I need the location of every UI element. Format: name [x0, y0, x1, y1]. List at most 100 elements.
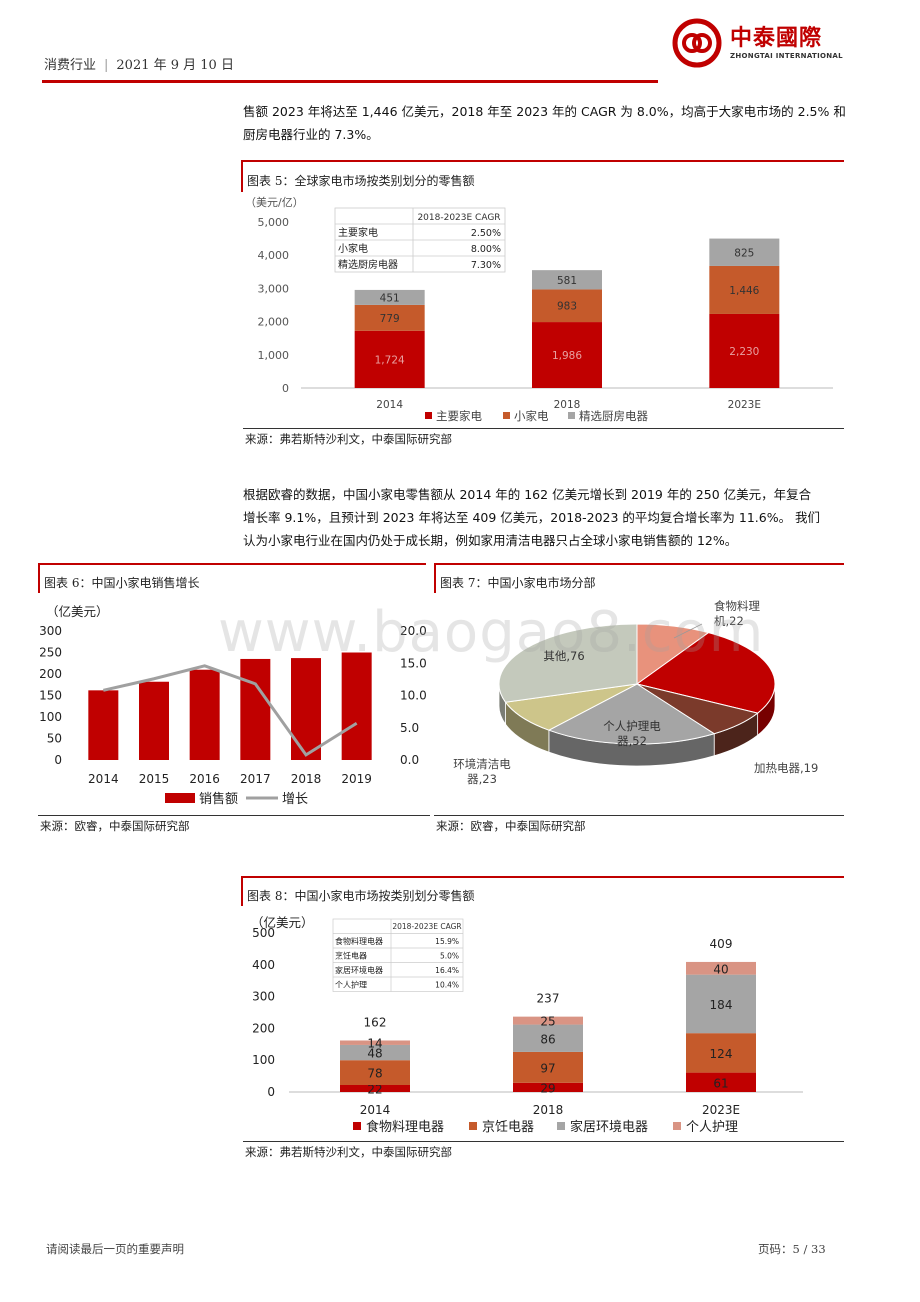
- fig6-ytick: 200: [39, 667, 62, 681]
- company-logo-icon: [672, 18, 722, 68]
- fig5-bar-segment: [709, 238, 780, 266]
- fig5-xtick: 2018: [554, 399, 581, 411]
- fig8-data-label: 25: [540, 1015, 555, 1029]
- fig5-data-label: 1,446: [729, 285, 759, 297]
- fig6-y2tick: 20.0: [400, 624, 427, 638]
- fig7-leader-line: [673, 623, 703, 639]
- fig5-ytick: 0: [282, 382, 289, 395]
- fig8-legend-label: 京饪电器: [482, 1120, 534, 1135]
- fig5-ytick: 4,000: [258, 249, 290, 262]
- fig5-table-cell: 精选厨房电器: [338, 258, 398, 271]
- fig7-chart: 食物料理机,22 加热电器,19 个人护理电器,52 环境清洁电器,23 其他,76: [453, 599, 818, 786]
- fig5-bar-segment: [709, 313, 780, 388]
- fig7-source: 来源：欧睿，中泰国际研究部: [436, 819, 586, 833]
- fig5-chart: （美元/亿） 0 1,000 2,000 3,000 4,000 5,000 1,724 779…: [245, 196, 833, 423]
- fig6-bar: [341, 652, 372, 760]
- fig6-y2tick: 15.0: [400, 656, 427, 670]
- fig5-source: 来源：弗若斯特沙利文，中泰国际研究部: [245, 432, 452, 446]
- fig8-data-label: 61: [713, 1076, 728, 1090]
- fig6-legend-label: 销售额: [199, 791, 238, 807]
- fig5-legend-swatch: [568, 412, 575, 419]
- fig7-top-rule: [434, 563, 844, 565]
- logo-en: ZHONGTAI INTERNATIONAL: [730, 52, 843, 60]
- fig8-legend-swatch: [353, 1122, 361, 1130]
- fig6-legend-swatch: [165, 793, 195, 803]
- fig8-table-cell: 10.4%: [435, 981, 459, 990]
- fig8-legend-label: 个人护理: [686, 1120, 738, 1135]
- fig6-ytick: 50: [47, 732, 62, 746]
- fig6-bar: [88, 690, 119, 760]
- fig6-growth-line: [102, 664, 358, 757]
- fig6-source: 来源：欧睿，中泰国际研究部: [40, 819, 190, 833]
- fig7-source-rule: [434, 815, 844, 816]
- fig8-ytick: 500: [252, 926, 275, 940]
- fig8-xtick: 2014: [360, 1103, 391, 1117]
- fig7-slice-label: 环境清洁电器,23: [453, 757, 511, 786]
- fig5-table-cell: 主要家电: [338, 226, 378, 239]
- fig8-ytick: 400: [252, 958, 275, 972]
- page-number: 页码：5 / 33: [758, 1242, 826, 1256]
- fig5-data-label: 779: [380, 313, 400, 325]
- footer-notice: 请阅读最后一页的重要声明: [46, 1242, 184, 1256]
- fig6-ytick: 250: [39, 646, 62, 660]
- fig6-top-rule: [38, 563, 426, 565]
- fig6-ytick: 100: [39, 710, 62, 724]
- fig5-legend-label: 主要家电: [436, 409, 482, 423]
- fig8-bar-segment: [686, 961, 756, 975]
- fig6-chart: （亿美元） 0 50 100 150 200 250 300 0.0 5.0 10.0 15.0 20.…: [39, 604, 427, 807]
- fig5-ytick: 2,000: [258, 316, 290, 329]
- fig6-ytick: 0: [54, 753, 62, 767]
- fig7-title: 图表 7：中国小家电市场分部: [440, 576, 596, 590]
- fig8-data-label: 40: [713, 962, 728, 976]
- fig5-legend-swatch: [425, 412, 432, 419]
- fig7-slice-label: 其他,76: [543, 649, 584, 663]
- fig6-title: 图表 6：中国小家电销售增长: [44, 576, 200, 590]
- fig8-table-cell: 烹饪电器: [335, 951, 367, 961]
- fig6-xtick: 2016: [189, 772, 220, 786]
- fig6-xtick: 2015: [139, 772, 170, 786]
- fig8-table-cell: 个人护理: [335, 980, 367, 990]
- fig8-side-bar: [241, 876, 243, 906]
- fig6-bar: [240, 658, 271, 760]
- fig8-total-label: 409: [710, 937, 733, 951]
- fig8-bar-segment: [340, 1085, 410, 1092]
- fig8-bar-segment: [340, 1040, 410, 1045]
- fig8-bar-segment: [340, 1060, 410, 1086]
- fig5-data-label: 581: [557, 275, 577, 287]
- fig5-data-label: 825: [734, 247, 754, 259]
- fig8-bar-segment: [686, 1072, 756, 1092]
- fig6-bar: [189, 669, 220, 760]
- fig6-legend-label: 增长: [282, 792, 308, 807]
- fig8-legend-swatch: [673, 1122, 681, 1130]
- fig8-ytick: 200: [252, 1021, 275, 1035]
- fig6-xtick: 2014: [88, 772, 119, 786]
- fig5-xtick: 2014: [376, 399, 403, 411]
- fig8-ytick: 300: [252, 990, 275, 1004]
- fig8-xtick: 2023E: [702, 1103, 740, 1117]
- fig6-source-rule: [38, 815, 430, 816]
- fig8-data-label: 86: [540, 1032, 555, 1046]
- fig6-ytick: 300: [39, 624, 62, 638]
- fig8-table-cell: 食物料理电器: [335, 936, 383, 946]
- fig5-data-label: 451: [380, 292, 400, 304]
- fig8-title: 图表 8：中国小家电市场按类别划分零售额: [247, 889, 475, 903]
- fig8-total-label: 237: [537, 992, 560, 1006]
- fig8-table-cell: 15.9%: [435, 937, 459, 946]
- fig7-slice: [547, 683, 716, 745]
- fig8-data-label: 124: [710, 1047, 733, 1061]
- fig5-legend-label: 小家电: [514, 409, 549, 423]
- fig6-ylabel: （亿美元）: [46, 604, 109, 619]
- fig5-xtick: 2023E: [728, 399, 761, 411]
- fig5-source-rule: [243, 428, 844, 429]
- fig5-ytick: 1,000: [258, 349, 290, 362]
- fig6-xtick: 2018: [291, 772, 322, 786]
- fig8-bar-segment: [513, 1016, 583, 1025]
- fig5-ytick: 5,000: [258, 216, 290, 229]
- fig8-ytick: 0: [267, 1085, 275, 1099]
- fig8-data-label: 14: [367, 1037, 382, 1051]
- fig8-source: 来源：弗若斯特沙利文，中泰国际研究部: [245, 1145, 452, 1159]
- fig5-table-header: 2018-2023E CAGR: [417, 213, 500, 223]
- header-meta: 消费行业 | 2021 年 9 月 10 日: [44, 58, 234, 73]
- fig5-bar-segment: [354, 289, 425, 305]
